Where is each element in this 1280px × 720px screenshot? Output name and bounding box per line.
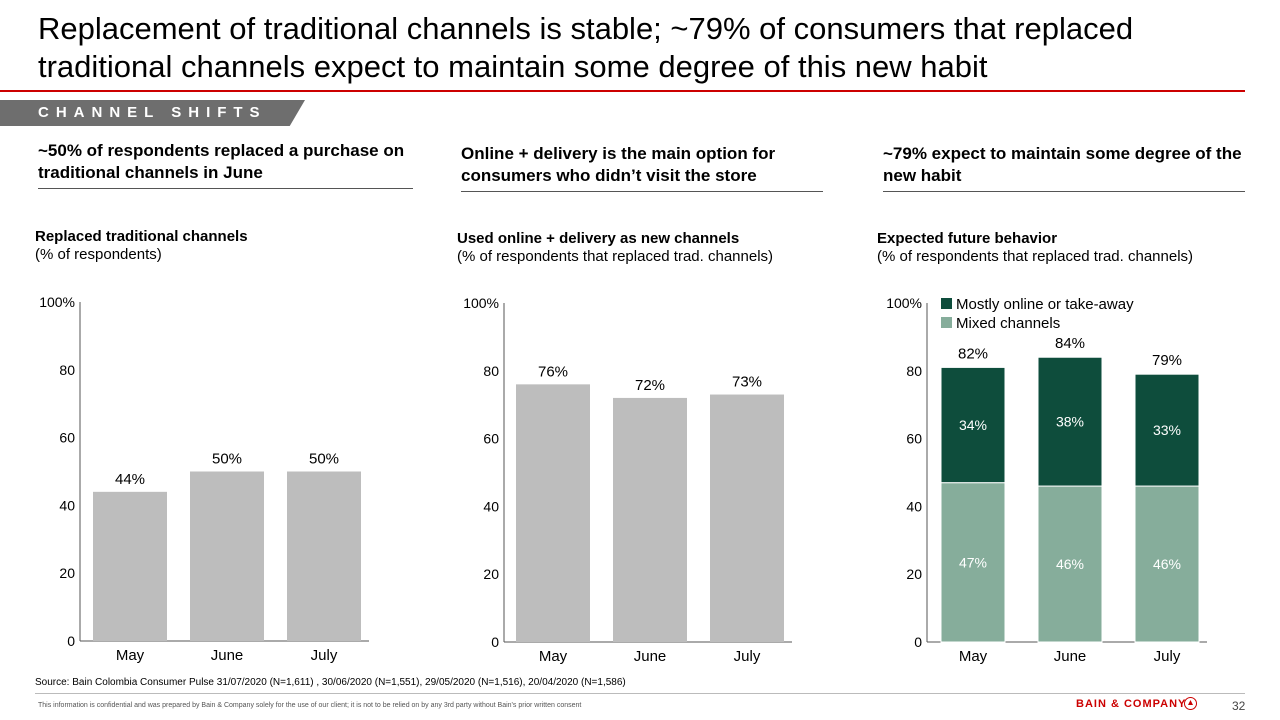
chart-1-data-label: 50% (309, 451, 339, 468)
chart-2-data-label: 72% (635, 377, 665, 394)
title-divider (0, 90, 1245, 92)
chart-3-y-tick: 100% (886, 295, 922, 311)
chart-2-subtitle: (% of respondents that replaced trad. ch… (457, 248, 774, 265)
chart-2-y-tick: 40 (483, 498, 499, 514)
chart-2-bar (710, 394, 784, 642)
section-tag: CHANNEL SHIFTS (0, 100, 305, 126)
chart-1-subtitle: (% of respondents) (35, 246, 162, 263)
source-note: Source: Bain Colombia Consumer Pulse 31/… (35, 677, 626, 688)
legend-swatch (941, 317, 952, 328)
chart-2-bar (516, 384, 590, 642)
column-3-heading: ~79% expect to maintain some degree of t… (883, 143, 1245, 192)
legend-swatch (941, 298, 952, 309)
chart-3-segment-label: 38% (1056, 414, 1084, 430)
chart-2-y-tick: 100% (463, 295, 499, 311)
chart-2-y-tick: 80 (483, 363, 499, 379)
chart-3-segment (1037, 485, 1103, 643)
chart-1-data-label: 50% (212, 451, 242, 468)
chart-1-x-tick: July (311, 647, 338, 664)
chart-1-y-tick: 80 (59, 362, 75, 378)
chart-1-x-tick: June (211, 647, 244, 664)
chart-3-y-tick: 40 (906, 498, 922, 514)
chart-3-segment-label: 34% (959, 417, 987, 433)
chart-3-y-tick: 60 (906, 431, 922, 447)
chart-3-segment (1134, 373, 1200, 487)
page-title: Replacement of traditional channels is s… (38, 11, 1134, 84)
chart-1-caption: Replaced traditional channels (% of resp… (35, 228, 248, 264)
chart-3-y-tick: 20 (906, 566, 922, 582)
bain-logo-icon (1184, 697, 1197, 710)
chart-3-x-tick: May (959, 648, 988, 665)
chart-3-total-label: 84% (1055, 335, 1085, 352)
chart-3-subtitle: (% of respondents that replaced trad. ch… (877, 248, 1194, 265)
chart-2-title: Used online + delivery as new channels (457, 230, 740, 247)
chart-1-bar (93, 491, 167, 641)
page-number: 32 (1232, 699, 1246, 713)
chart-1-y-tick: 0 (67, 633, 75, 649)
chart-2-x-tick: July (734, 648, 761, 665)
chart-2-caption: Used online + delivery as new channels (… (457, 230, 773, 266)
chart-3-total-label: 82% (958, 345, 988, 362)
chart-3-segment (940, 366, 1006, 484)
chart-2-data-label: 73% (732, 374, 762, 391)
chart-3-segment-label: 46% (1153, 556, 1181, 572)
chart-1-bar (287, 471, 361, 641)
footer-divider (35, 693, 1245, 694)
chart-3-title: Expected future behavior (877, 230, 1058, 247)
chart-1-y-tick: 40 (59, 497, 75, 513)
chart-2-x-tick: June (634, 648, 667, 665)
chart-3-x-tick: June (1054, 648, 1087, 665)
chart-2-x-tick: May (539, 648, 568, 665)
chart-3-caption: Expected future behavior (% of responden… (877, 230, 1193, 266)
chart-1-y-tick: 20 (59, 565, 75, 581)
column-1-heading: ~50% of respondents replaced a purchase … (38, 140, 413, 189)
chart-2-y-tick: 0 (491, 634, 499, 650)
legend-label: Mostly online or take-away (956, 296, 1134, 313)
chart-3-segment (1037, 356, 1103, 487)
chart-3-x-tick: July (1154, 648, 1181, 665)
chart-3-segment-label: 47% (959, 554, 987, 570)
column-2-heading: Online + delivery is the main option for… (461, 143, 823, 192)
chart-3-y-tick: 80 (906, 363, 922, 379)
chart-1-bar (190, 471, 264, 641)
chart-3-segment-label: 33% (1153, 422, 1181, 438)
chart-1-y-tick: 100% (39, 294, 75, 310)
chart-2-y-tick: 60 (483, 431, 499, 447)
confidentiality-note: This information is confidential and was… (38, 702, 582, 709)
chart-2-data-label: 76% (538, 363, 568, 380)
chart-1-title: Replaced traditional channels (35, 228, 248, 245)
chart-2-y-tick: 20 (483, 566, 499, 582)
chart-3-segment (940, 482, 1006, 643)
bain-logo: BAIN & COMPANY (1076, 698, 1187, 710)
chart-3-total-label: 79% (1152, 352, 1182, 369)
chart-3-y-tick: 0 (914, 634, 922, 650)
chart-2-bar (613, 397, 687, 642)
chart-1-data-label: 44% (115, 471, 145, 488)
chart-1-x-tick: May (116, 647, 145, 664)
chart-3-segment-label: 46% (1056, 556, 1084, 572)
chart-1-y-tick: 60 (59, 430, 75, 446)
legend-label: Mixed channels (956, 315, 1060, 332)
